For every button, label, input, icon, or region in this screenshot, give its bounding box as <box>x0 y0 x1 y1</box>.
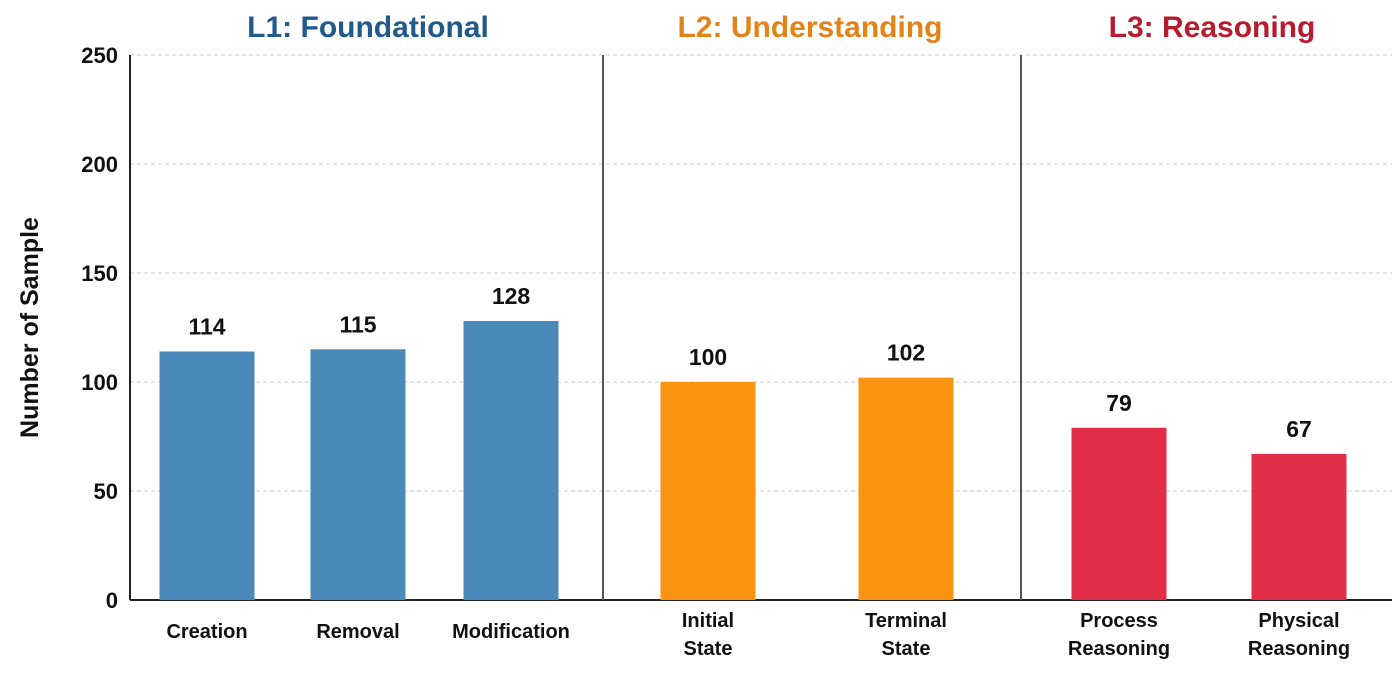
category-label: State <box>882 638 931 660</box>
category-label: Reasoning <box>1248 638 1350 660</box>
bar <box>858 377 954 600</box>
group-title: L3: Reasoning <box>1109 11 1316 44</box>
category-label: Removal <box>316 621 399 643</box>
category-label: Creation <box>166 621 247 643</box>
category-label: State <box>684 638 733 660</box>
bar <box>660 382 756 600</box>
group-title: L1: Foundational <box>247 11 489 44</box>
data-label: 67 <box>1286 416 1312 442</box>
bar <box>1071 427 1167 600</box>
category-label: Reasoning <box>1068 638 1170 660</box>
bar <box>1251 453 1347 600</box>
category-label: Physical <box>1258 610 1339 632</box>
data-label: 79 <box>1106 390 1132 416</box>
y-tick-label: 200 <box>81 152 118 177</box>
y-tick-label: 50 <box>94 479 118 504</box>
y-tick-label: 150 <box>81 261 118 286</box>
data-label: 128 <box>492 283 531 309</box>
data-label: 114 <box>188 313 225 339</box>
data-label: 102 <box>887 340 925 366</box>
category-label: Initial <box>682 610 734 632</box>
category-label: Terminal <box>865 610 947 632</box>
y-tick-label: 100 <box>81 370 118 395</box>
category-label: Process <box>1080 610 1158 632</box>
group-title: L2: Understanding <box>677 11 942 44</box>
data-label: 100 <box>689 344 727 370</box>
data-label: 115 <box>339 311 376 337</box>
y-tick-label: 0 <box>106 588 118 613</box>
bar <box>463 320 559 600</box>
y-tick-label: 250 <box>81 43 118 68</box>
bar <box>310 349 406 600</box>
y-axis-label: Number of Sample <box>16 217 44 438</box>
bar <box>159 351 255 600</box>
category-label: Modification <box>452 621 570 643</box>
